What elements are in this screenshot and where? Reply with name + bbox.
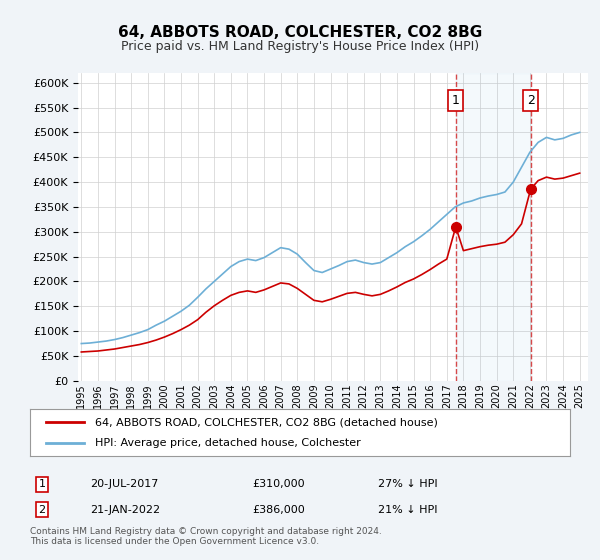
Text: £310,000: £310,000 xyxy=(252,479,305,489)
Text: 27% ↓ HPI: 27% ↓ HPI xyxy=(378,479,437,489)
Text: Price paid vs. HM Land Registry's House Price Index (HPI): Price paid vs. HM Land Registry's House … xyxy=(121,40,479,53)
Bar xyxy=(456,73,530,381)
Text: HPI: Average price, detached house, Colchester: HPI: Average price, detached house, Colc… xyxy=(95,438,361,448)
Text: 20-JUL-2017: 20-JUL-2017 xyxy=(90,479,158,489)
Text: 21% ↓ HPI: 21% ↓ HPI xyxy=(378,505,437,515)
Text: 2: 2 xyxy=(527,94,535,107)
Text: 21-JAN-2022: 21-JAN-2022 xyxy=(90,505,160,515)
Text: 2: 2 xyxy=(38,505,46,515)
Text: £386,000: £386,000 xyxy=(252,505,305,515)
Text: 64, ABBOTS ROAD, COLCHESTER, CO2 8BG (detached house): 64, ABBOTS ROAD, COLCHESTER, CO2 8BG (de… xyxy=(95,417,437,427)
Text: 64, ABBOTS ROAD, COLCHESTER, CO2 8BG: 64, ABBOTS ROAD, COLCHESTER, CO2 8BG xyxy=(118,25,482,40)
Text: 1: 1 xyxy=(452,94,460,107)
Text: 1: 1 xyxy=(38,479,46,489)
Text: Contains HM Land Registry data © Crown copyright and database right 2024.
This d: Contains HM Land Registry data © Crown c… xyxy=(30,526,382,546)
